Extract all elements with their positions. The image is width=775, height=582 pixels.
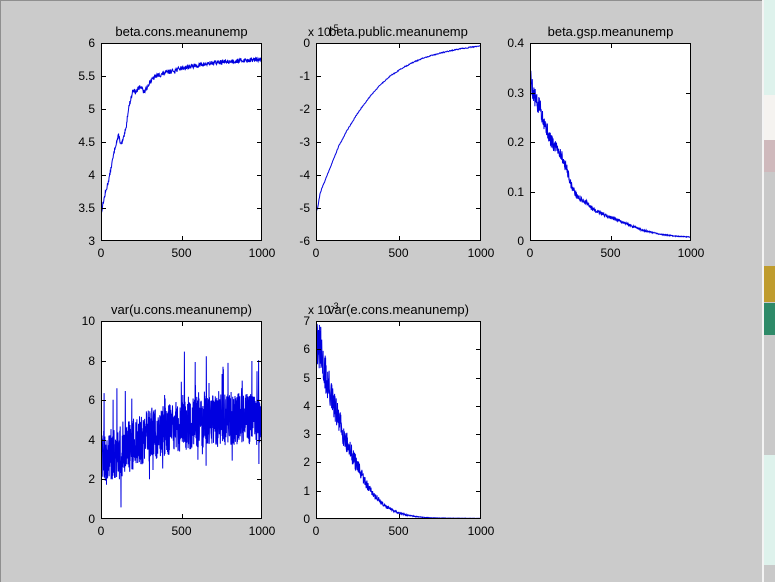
y-axis-tick-label: -2 (299, 102, 310, 116)
x-axis-tick-label: 500 (600, 246, 621, 260)
axes-area (101, 43, 262, 241)
edge-fragment (764, 303, 775, 335)
subplot-beta-public-meanunemp: beta.public.meanunemp x 10-5 -6 -5 -4 -3 -2 -… (299, 23, 494, 260)
axes-box (530, 43, 691, 241)
y-axis-exponent-label: x 10-5 (308, 23, 339, 39)
y-axis-tick-label: 6 (88, 36, 95, 50)
desktop-edge-strip (762, 0, 775, 582)
axes-svg (316, 43, 481, 241)
edge-fragment (764, 95, 775, 140)
y-axis-tick-label: 0.3 (507, 85, 524, 100)
y-axis-tick-label: 1 (303, 483, 310, 498)
y-axis-tick-label: -4 (299, 168, 310, 182)
axes-box (101, 321, 262, 519)
exponent-superscript: -3 (330, 301, 339, 311)
y-axis-tick-label: 3 (303, 427, 310, 442)
trace-line (316, 45, 481, 212)
axes-box (316, 43, 481, 241)
y-axis-tick-label: 8 (88, 353, 95, 368)
y-axis-tick-label: 6 (303, 342, 310, 357)
y-axis-tick-label: 0 (517, 234, 524, 248)
y-axis-tick-label: 0.2 (507, 135, 524, 149)
x-axis-tick-label: 0 (97, 524, 105, 538)
plot-title: var(e.cons.meanunemp) (328, 302, 469, 317)
y-axis-tick-label: 0.4 (507, 36, 524, 50)
y-axis-tick-label: 2 (303, 455, 310, 470)
edge-fragment (764, 266, 775, 302)
plot-title: var(u.cons.meanunemp) (111, 302, 252, 317)
x-axis-tick-label: 500 (388, 524, 409, 538)
trace-line (101, 56, 262, 216)
y-axis-tick-label: -5 (299, 201, 310, 215)
y-axis-tick-label: -6 (299, 234, 310, 248)
trace-line (316, 323, 481, 519)
edge-fragment (764, 140, 775, 172)
axes-svg (316, 321, 481, 519)
y-axis-tick-label: 2 (88, 472, 95, 487)
x-axis-tick-label: 1000 (248, 524, 276, 538)
edge-fragment (764, 0, 775, 95)
y-axis-tick-label: 4 (88, 168, 95, 182)
axes-area (316, 321, 481, 519)
y-axis-tick-label: 0 (303, 512, 310, 526)
x-axis-tick-label: 1000 (467, 246, 495, 260)
x-axis-tick-label: 1000 (467, 524, 495, 538)
exponent-superscript: -5 (330, 23, 339, 33)
subplot-var-u-cons-meanunemp: var(u.cons.meanunemp) 0 2 4 6 8 10 0 500 1000 (82, 302, 276, 538)
x-axis-tick-label: 1000 (677, 246, 705, 260)
x-axis-tick-label: 0 (97, 246, 105, 260)
plot-title: beta.cons.meanunemp (115, 24, 248, 39)
y-axis-tick-label: -1 (299, 69, 310, 83)
y-axis-tick-label: 4 (88, 432, 95, 447)
y-axis-tick-label: 7 (303, 314, 310, 328)
x-axis-tick-label: 500 (171, 246, 192, 260)
x-axis-tick-label: 500 (388, 246, 409, 260)
axes-svg (101, 321, 262, 519)
y-axis-tick-label: 6 (88, 393, 95, 408)
axes-box (101, 43, 262, 241)
axes-area (101, 321, 262, 519)
axes-area (530, 43, 691, 241)
edge-fragment (764, 455, 775, 565)
x-axis-tick-label: 500 (171, 524, 192, 538)
axes-box (316, 321, 481, 519)
trace-line (101, 351, 262, 508)
y-axis-tick-label: 5 (88, 102, 95, 116)
subplot-beta-gsp-meanunemp: beta.gsp.meanunemp 0 0.1 0.2 0.3 0.4 0 500 1000 (507, 24, 704, 260)
y-axis-tick-label: 5 (303, 370, 310, 385)
x-axis-tick-label: 0 (312, 246, 320, 260)
plot-title: beta.public.meanunemp (329, 24, 468, 39)
x-axis-tick-label: 0 (312, 524, 320, 538)
trace-line (530, 70, 691, 239)
y-axis-exponent-label: x 10-3 (308, 301, 339, 317)
y-axis-tick-label: 0.1 (507, 184, 524, 199)
y-axis-tick-label: 3 (88, 234, 95, 248)
subplot-beta-cons-meanunemp: beta.cons.meanunemp 3 3.5 4 4.5 5 5.5 6 0 500 100… (78, 24, 275, 260)
x-axis-tick-label: 1000 (248, 246, 276, 260)
y-axis-tick-label: 10 (81, 314, 95, 328)
plot-title: beta.gsp.meanunemp (547, 24, 674, 39)
y-axis-tick-label: 0 (303, 36, 310, 50)
y-axis-tick-label: 0 (88, 512, 95, 526)
axes-svg (530, 43, 691, 241)
axes-area (316, 43, 481, 241)
axes-svg (101, 43, 262, 241)
y-axis-tick-label: 4 (303, 398, 310, 413)
x-axis-tick-label: 0 (526, 246, 534, 260)
subplot-var-e-cons-meanunemp: var(e.cons.meanunemp) x 10-3 0 1 2 3 4 5 6 7 0 50… (303, 301, 494, 538)
y-axis-tick-label: 4.5 (78, 135, 95, 149)
y-axis-tick-label: 3.5 (78, 201, 95, 215)
y-axis-tick-label: 5.5 (78, 69, 95, 83)
y-axis-tick-label: -3 (299, 135, 310, 149)
